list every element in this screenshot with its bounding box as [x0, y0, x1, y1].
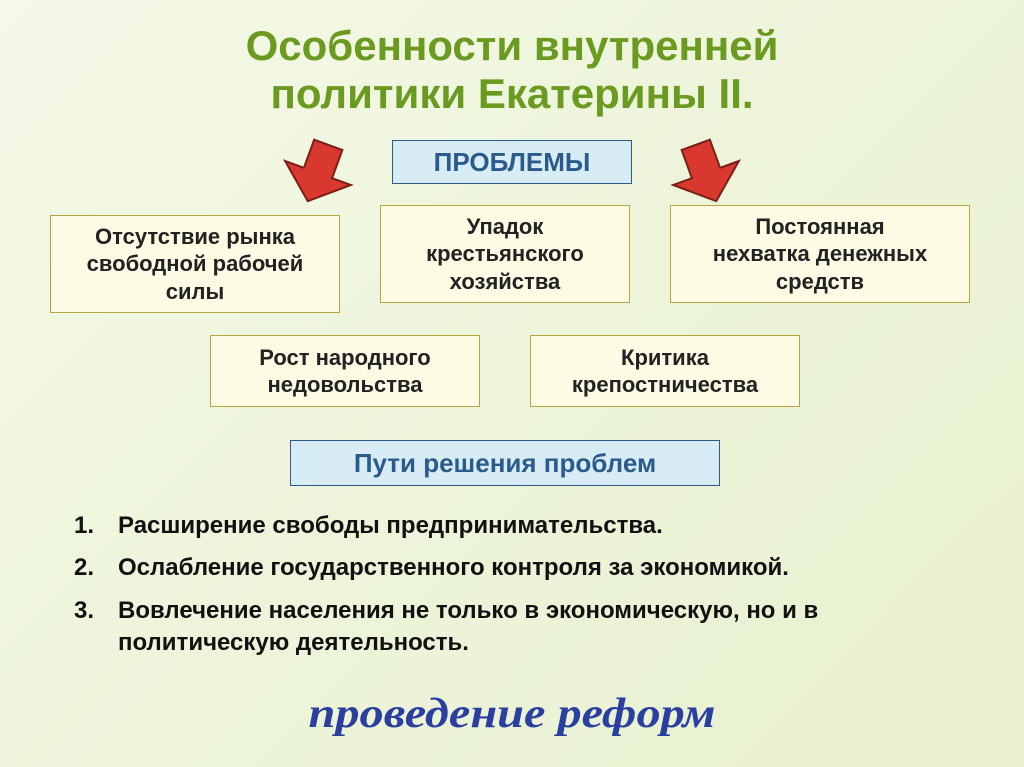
solution-item-text: Ослабление государственного контроля за …	[118, 552, 789, 584]
problem-box-r2-0: Рост народного недовольства	[210, 335, 480, 407]
title-line1: Особенности внутренней	[0, 22, 1024, 70]
solution-item-text: Расширение свободы предпринимательства.	[118, 510, 663, 542]
solution-item-number: 2.	[70, 552, 118, 584]
solutions-list: 1.Расширение свободы предпринимательства…	[70, 510, 960, 670]
solutions-header-box: Пути решения проблем	[290, 440, 720, 486]
solution-item-0: 1.Расширение свободы предпринимательства…	[70, 510, 960, 542]
slide-title: Особенности внутренней политики Екатерин…	[0, 0, 1024, 119]
solution-item-2: 3.Вовлечение населения не только в эконо…	[70, 595, 960, 660]
solution-item-number: 3.	[70, 595, 118, 660]
problems-header-box: ПРОБЛЕМЫ	[392, 140, 632, 184]
title-line2: политики Екатерины II.	[0, 70, 1024, 118]
solution-item-number: 1.	[70, 510, 118, 542]
solution-item-1: 2.Ослабление государственного контроля з…	[70, 552, 960, 584]
solutions-header-text: Пути решения проблем	[354, 447, 656, 480]
problem-box-0: Отсутствие рынка свободной рабочей силы	[50, 215, 340, 313]
footer-text: проведение реформ	[0, 690, 1024, 738]
problem-box-r2-1: Критика крепостничества	[530, 335, 800, 407]
problem-box-2: Постоянная нехватка денежных средств	[670, 205, 970, 303]
problem-box-1: Упадок крестьянского хозяйства	[380, 205, 630, 303]
problems-header-text: ПРОБЛЕМЫ	[434, 146, 591, 179]
solution-item-text: Вовлечение населения не только в экономи…	[118, 595, 960, 660]
footer-label: проведение реформ	[309, 691, 716, 737]
